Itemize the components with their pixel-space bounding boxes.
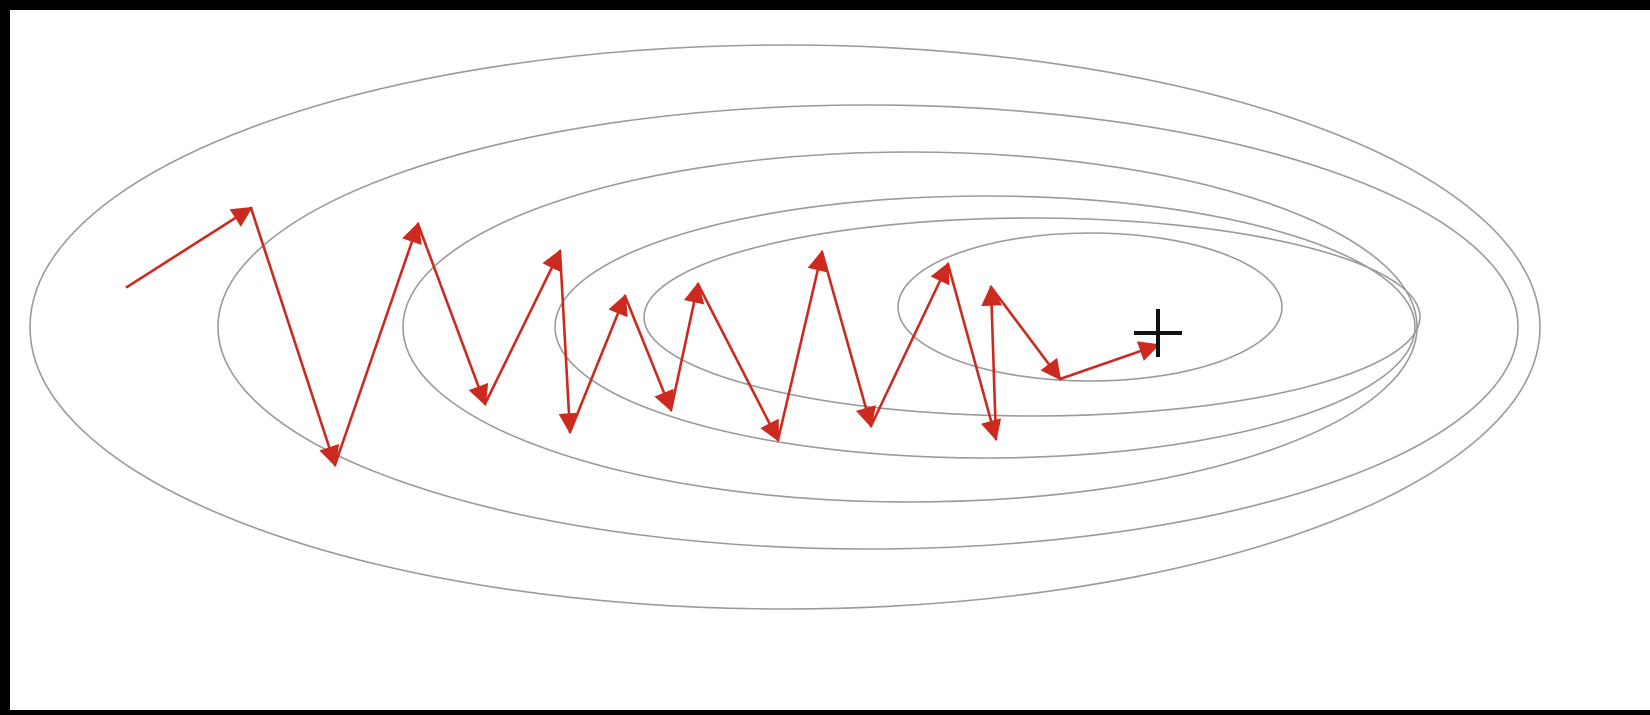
descent-path (125, 206, 1160, 467)
descent-step-arrow-13 (869, 262, 950, 428)
descent-step-arrow-2 (249, 206, 340, 467)
contour-ellipse-1 (29, 44, 1541, 610)
descent-step-arrow-1 (125, 206, 253, 289)
descent-step-arrow-8 (623, 294, 674, 412)
descent-step-arrow-11 (776, 249, 828, 442)
optimum-marker (1134, 309, 1182, 357)
descent-step-arrow-17 (1058, 341, 1160, 381)
descent-step-arrow-4 (416, 222, 489, 406)
descent-step-arrow-5 (483, 249, 562, 406)
descent-step-arrow-16 (989, 285, 1062, 381)
contour-ellipse-6 (897, 232, 1283, 382)
descent-step-arrow-6 (558, 249, 580, 435)
diagram-panel (10, 10, 1650, 710)
contour-ellipse-3 (402, 151, 1418, 503)
descent-step-arrow-3 (333, 222, 422, 467)
contour-lines (29, 44, 1541, 610)
descent-step-arrow-9 (669, 281, 705, 412)
contour-ellipse-5 (643, 217, 1421, 417)
descent-step-arrow-15 (981, 284, 1003, 441)
contour-ellipse-4 (554, 195, 1416, 459)
descent-step-arrow-7 (568, 294, 628, 434)
gradient-descent-contour-diagram (29, 44, 1541, 610)
descent-step-arrow-12 (820, 250, 876, 429)
descent-step-arrow-14 (946, 262, 1002, 442)
descent-step-arrow-10 (696, 282, 780, 442)
contour-ellipse-2 (217, 104, 1519, 550)
